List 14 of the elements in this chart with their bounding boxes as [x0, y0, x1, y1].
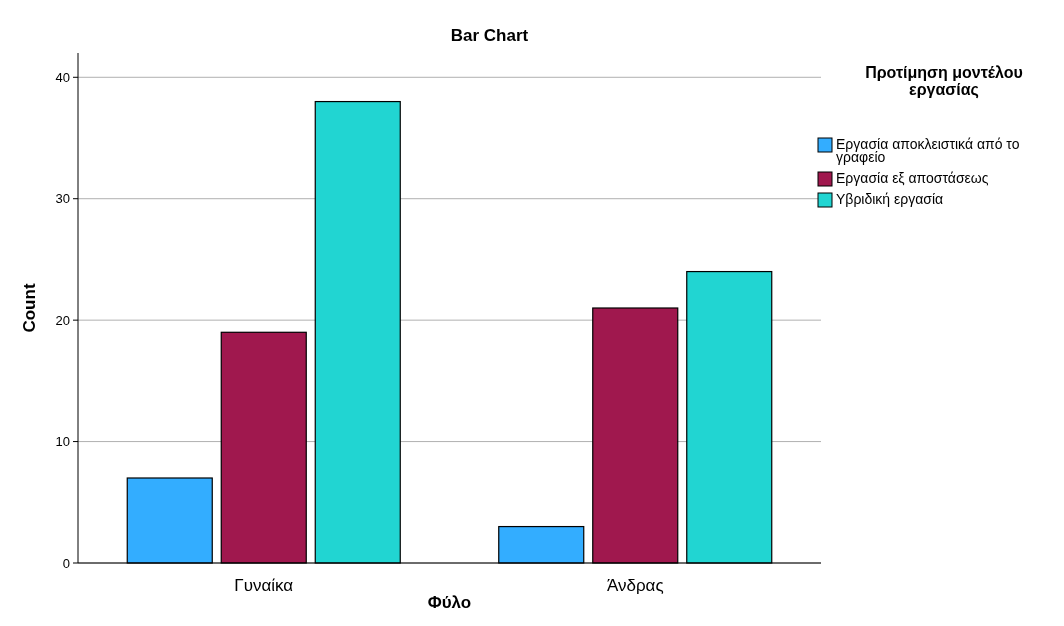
y-tick-label: 0: [62, 555, 70, 571]
y-tick-label: 10: [55, 434, 70, 450]
legend-label: Εργασία αποκλειστικά από το γραφείο: [836, 136, 1020, 165]
x-tick-label: Γυναίκα: [234, 576, 294, 595]
legend-title: Προτίμηση μοντέλου εργασίας: [865, 64, 1023, 99]
chart-title: Bar Chart: [450, 26, 529, 45]
y-axis-title: Count: [20, 283, 39, 333]
x-tick-label: Άνδρας: [606, 576, 664, 595]
x-axis-title: Φύλο: [427, 593, 472, 612]
y-tick-label: 20: [55, 312, 70, 328]
legend-label: Εργασία εξ αποστάσεως: [836, 170, 989, 186]
y-tick-label: 40: [55, 69, 70, 85]
y-tick-label: 30: [55, 191, 70, 207]
legend-label: Υβριδική εργασία: [836, 191, 944, 207]
